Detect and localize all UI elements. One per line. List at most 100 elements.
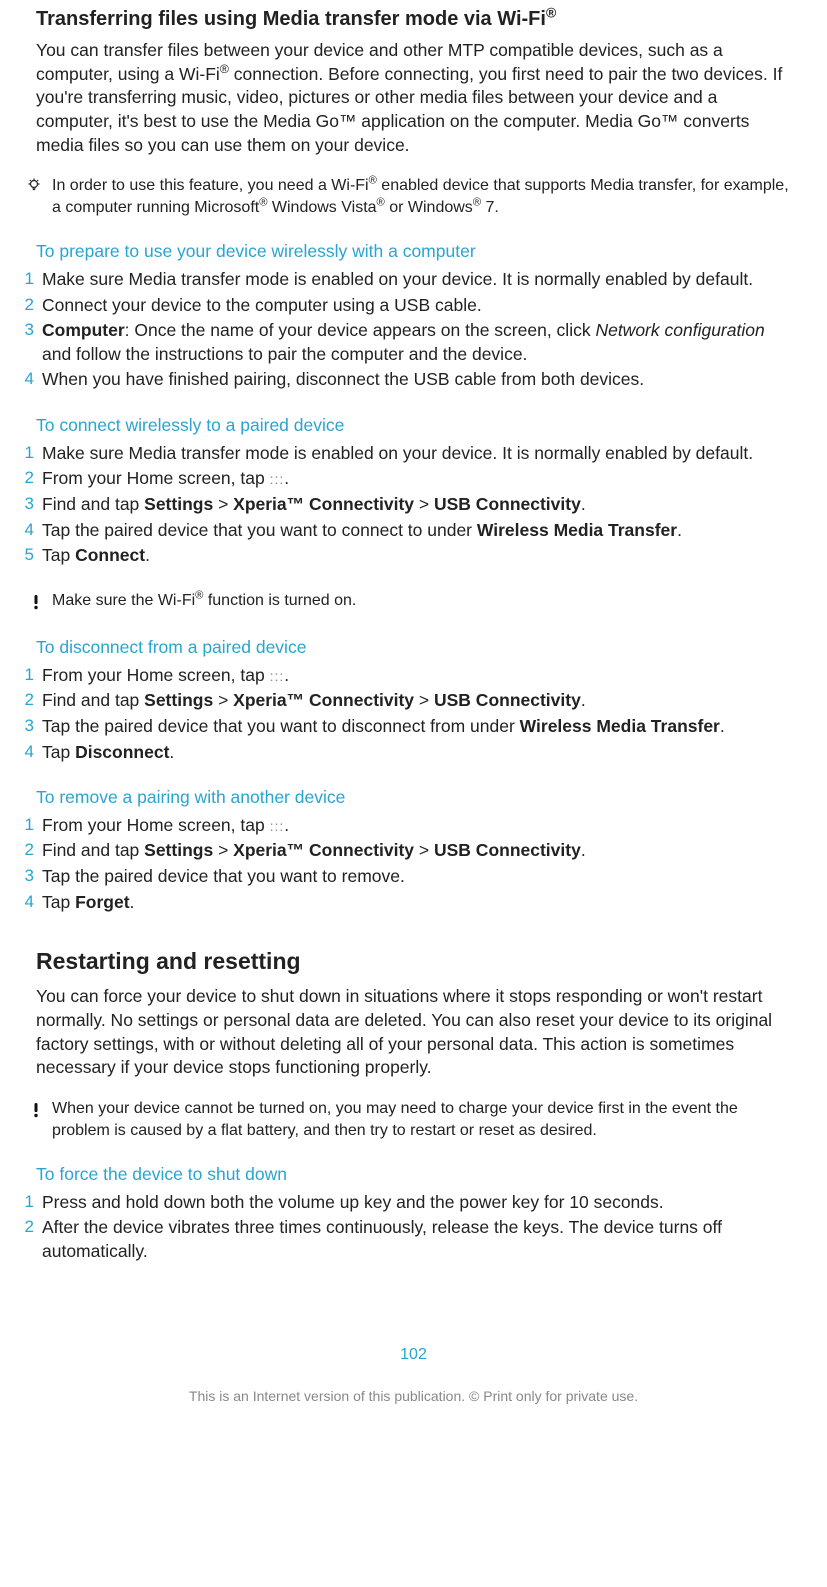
step-number: 2 <box>14 689 42 712</box>
settings-b: Settings <box>144 840 213 860</box>
step-text: Find and tap Settings > Xperia™ Connecti… <box>42 839 791 863</box>
step-text: After the device vibrates three times co… <box>42 1216 791 1263</box>
step-text: Computer: Once the name of your device a… <box>42 319 791 366</box>
prepare-step-4: 4When you have finished pairing, disconn… <box>36 368 791 392</box>
warning-text: When your device cannot be turned on, yo… <box>52 1098 791 1141</box>
r4a: Tap <box>42 892 75 912</box>
step-text: When you have finished pairing, disconne… <box>42 368 791 392</box>
force-step-1: 1Press and hold down both the volume up … <box>36 1191 791 1215</box>
step-text: Tap Disconnect. <box>42 741 791 765</box>
note1-e: 7. <box>481 199 499 216</box>
step-number: 2 <box>14 467 42 490</box>
step-text: From your Home screen, tap :::. <box>42 814 791 838</box>
document-page: Transferring files using Media transfer … <box>0 0 827 1444</box>
disconnect-b: Disconnect <box>75 742 169 762</box>
step-text: From your Home screen, tap :::. <box>42 467 791 491</box>
remove-step-4: 4Tap Forget. <box>36 891 791 915</box>
step-text: Press and hold down both the volume up k… <box>42 1191 791 1215</box>
step-number: 4 <box>14 891 42 914</box>
note1-d: or Windows <box>385 199 473 216</box>
connect-heading: To connect wirelessly to a paired device <box>36 414 791 438</box>
step-number: 4 <box>14 519 42 542</box>
r1b: . <box>284 815 289 835</box>
step-number: 2 <box>14 839 42 862</box>
disconnect-step-3: 3Tap the paired device that you want to … <box>36 715 791 739</box>
page-footer: 102 This is an Internet version of this … <box>36 1344 791 1406</box>
s5c: . <box>145 545 150 565</box>
note1-s3: ® <box>377 196 385 208</box>
s3a: Find and tap <box>42 494 144 514</box>
apps-grid-icon: ::: <box>270 470 285 489</box>
step-number: 3 <box>14 715 42 738</box>
step-text: Tap Connect. <box>42 544 791 568</box>
usb-b: USB Connectivity <box>434 494 581 514</box>
d3a: Tap the paired device that you want to d… <box>42 716 520 736</box>
step-text: Find and tap Settings > Xperia™ Connecti… <box>42 689 791 713</box>
d1a: From your Home screen, tap <box>42 665 270 685</box>
s2a: From your Home screen, tap <box>42 468 270 488</box>
w1a: Make sure the Wi-Fi <box>52 592 195 609</box>
step3-c: and follow the instructions to pair the … <box>42 344 527 364</box>
network-config-italic: Network configuration <box>595 320 764 340</box>
note1-s4: ® <box>473 196 481 208</box>
s4a: Tap the paired device that you want to c… <box>42 520 477 540</box>
d4a: Tap <box>42 742 75 762</box>
s4c: . <box>677 520 682 540</box>
s3g: . <box>581 494 586 514</box>
step-number: 1 <box>14 268 42 291</box>
remove-steps: 1From your Home screen, tap :::. 2Find a… <box>36 814 791 915</box>
prepare-step-2: 2Connect your device to the computer usi… <box>36 294 791 318</box>
r2g: . <box>581 840 586 860</box>
usb-b: USB Connectivity <box>434 690 581 710</box>
step-text: Find and tap Settings > Xperia™ Connecti… <box>42 493 791 517</box>
page-title: Transferring files using Media transfer … <box>36 6 791 33</box>
note1-c: Windows Vista <box>267 199 376 216</box>
step-text: Tap the paired device that you want to r… <box>42 865 791 889</box>
step-text: Tap the paired device that you want to c… <box>42 519 791 543</box>
settings-b: Settings <box>144 494 213 514</box>
title-text: Transferring files using Media transfer … <box>36 8 546 30</box>
s5a: Tap <box>42 545 75 565</box>
d2g: . <box>581 690 586 710</box>
xperia-b: Xperia™ Connectivity <box>233 690 414 710</box>
r4c: . <box>130 892 135 912</box>
s2b: . <box>284 468 289 488</box>
restart-heading: Restarting and resetting <box>36 946 791 977</box>
s3c: > <box>213 494 233 514</box>
s3e: > <box>414 494 434 514</box>
settings-b: Settings <box>144 690 213 710</box>
forget-b: Forget <box>75 892 129 912</box>
warning-text: Make sure the Wi-Fi® function is turned … <box>52 590 356 612</box>
connect-step-5: 5Tap Connect. <box>36 544 791 568</box>
force-step-2: 2After the device vibrates three times c… <box>36 1216 791 1263</box>
disconnect-step-1: 1From your Home screen, tap :::. <box>36 664 791 688</box>
wmt-b: Wireless Media Transfer <box>477 520 677 540</box>
lightbulb-icon <box>14 177 50 200</box>
connect-step-1: 1Make sure Media transfer mode is enable… <box>36 442 791 466</box>
computer-label: Computer <box>42 320 125 340</box>
d2a: Find and tap <box>42 690 144 710</box>
warning-note-2: When your device cannot be turned on, yo… <box>36 1098 791 1141</box>
step-number: 1 <box>14 1191 42 1214</box>
step-number: 1 <box>14 442 42 465</box>
xperia-b: Xperia™ Connectivity <box>233 494 414 514</box>
step-number: 5 <box>14 544 42 567</box>
disconnect-steps: 1From your Home screen, tap :::. 2Find a… <box>36 664 791 765</box>
r1a: From your Home screen, tap <box>42 815 270 835</box>
d1b: . <box>284 665 289 685</box>
apps-grid-icon: ::: <box>270 667 285 686</box>
disconnect-step-4: 4Tap Disconnect. <box>36 741 791 765</box>
warning-note-1: Make sure the Wi-Fi® function is turned … <box>36 590 791 614</box>
d4c: . <box>169 742 174 762</box>
d2e: > <box>414 690 434 710</box>
connect-step-2: 2From your Home screen, tap :::. <box>36 467 791 491</box>
connect-step-3: 3Find and tap Settings > Xperia™ Connect… <box>36 493 791 517</box>
step-text: From your Home screen, tap :::. <box>42 664 791 688</box>
r2c: > <box>213 840 233 860</box>
step3-b: : Once the name of your device appears o… <box>125 320 596 340</box>
prepare-steps: 1Make sure Media transfer mode is enable… <box>36 268 791 392</box>
note1-a: In order to use this feature, you need a… <box>52 177 369 194</box>
intro-sup: ® <box>220 62 229 76</box>
connect-b: Connect <box>75 545 145 565</box>
usb-b: USB Connectivity <box>434 840 581 860</box>
